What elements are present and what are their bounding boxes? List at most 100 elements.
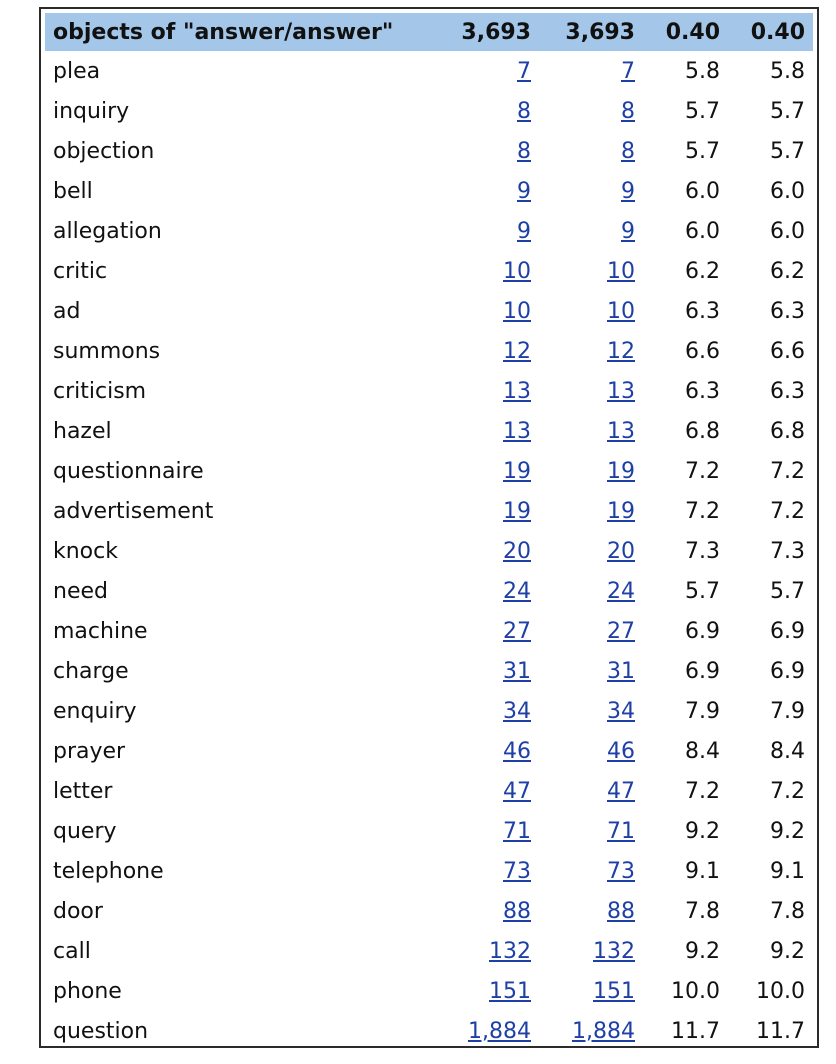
row-count-cell-1: 19 bbox=[435, 451, 539, 491]
row-count-cell-1: 24 bbox=[435, 571, 539, 611]
row-score-2: 6.6 bbox=[770, 338, 805, 364]
row-count-cell-2: 1,884 bbox=[539, 1011, 643, 1051]
frequency-link-2[interactable]: 1,884 bbox=[572, 1018, 635, 1044]
frequency-link-2[interactable]: 8 bbox=[621, 138, 635, 164]
row-score-2: 6.9 bbox=[770, 618, 805, 644]
row-word: inquiry bbox=[53, 98, 130, 124]
frequency-link-2[interactable]: 7 bbox=[621, 58, 635, 84]
frequency-link-1[interactable]: 47 bbox=[503, 778, 531, 804]
row-score-1: 6.8 bbox=[685, 418, 720, 444]
frequency-link-1[interactable]: 31 bbox=[503, 658, 531, 684]
frequency-link-1[interactable]: 88 bbox=[503, 898, 531, 924]
row-count-cell-2: 19 bbox=[539, 491, 643, 531]
row-word: objection bbox=[53, 138, 155, 164]
frequency-link-2[interactable]: 24 bbox=[607, 578, 635, 604]
frequency-link-1[interactable]: 10 bbox=[503, 258, 531, 284]
frequency-link-2[interactable]: 88 bbox=[607, 898, 635, 924]
row-word: telephone bbox=[53, 858, 164, 884]
row-word: machine bbox=[53, 618, 148, 644]
row-count-cell-2: 8 bbox=[539, 91, 643, 131]
row-count-cell-1: 151 bbox=[435, 971, 539, 1011]
row-score-2: 5.7 bbox=[770, 98, 805, 124]
frequency-link-2[interactable]: 46 bbox=[607, 738, 635, 764]
frequency-link-1[interactable]: 8 bbox=[517, 98, 531, 124]
frequency-link-2[interactable]: 13 bbox=[607, 418, 635, 444]
row-count-cell-2: 34 bbox=[539, 691, 643, 731]
frequency-link-2[interactable]: 151 bbox=[593, 978, 635, 1004]
row-count-cell-1: 71 bbox=[435, 811, 539, 851]
table-row: call 132 132 9.2 9.2 bbox=[45, 931, 813, 971]
frequency-link-2[interactable]: 19 bbox=[607, 458, 635, 484]
row-score-1: 7.9 bbox=[685, 698, 720, 724]
frequency-link-1[interactable]: 1,884 bbox=[468, 1018, 531, 1044]
frequency-link-2[interactable]: 71 bbox=[607, 818, 635, 844]
row-score-2: 5.8 bbox=[770, 58, 805, 84]
frequency-link-1[interactable]: 19 bbox=[503, 458, 531, 484]
frequency-link-1[interactable]: 24 bbox=[503, 578, 531, 604]
frequency-link-1[interactable]: 27 bbox=[503, 618, 531, 644]
row-count-cell-2: 88 bbox=[539, 891, 643, 931]
row-score-1: 6.3 bbox=[685, 378, 720, 404]
frequency-link-1[interactable]: 7 bbox=[517, 58, 531, 84]
frequency-link-2[interactable]: 8 bbox=[621, 98, 635, 124]
table-row: question 1,884 1,884 11.7 11.7 bbox=[45, 1011, 813, 1051]
header-score-2: 0.40 bbox=[728, 13, 813, 51]
row-score-1: 7.3 bbox=[685, 538, 720, 564]
table-header-row: objects of "answer/answer" 3,693 3,693 0… bbox=[45, 13, 813, 51]
frequency-link-1[interactable]: 71 bbox=[503, 818, 531, 844]
frequency-link-1[interactable]: 151 bbox=[489, 978, 531, 1004]
frequency-link-2[interactable]: 27 bbox=[607, 618, 635, 644]
row-score-1: 6.9 bbox=[685, 658, 720, 684]
table-row: inquiry 8 8 5.7 5.7 bbox=[45, 91, 813, 131]
frequency-link-1[interactable]: 9 bbox=[517, 178, 531, 204]
table-row: need 24 24 5.7 5.7 bbox=[45, 571, 813, 611]
row-count-cell-2: 10 bbox=[539, 251, 643, 291]
frequency-link-2[interactable]: 34 bbox=[607, 698, 635, 724]
table-row: ad 10 10 6.3 6.3 bbox=[45, 291, 813, 331]
frequency-link-2[interactable]: 9 bbox=[621, 178, 635, 204]
frequency-link-1[interactable]: 73 bbox=[503, 858, 531, 884]
frequency-link-2[interactable]: 12 bbox=[607, 338, 635, 364]
table-row: criticism 13 13 6.3 6.3 bbox=[45, 371, 813, 411]
frequency-link-2[interactable]: 10 bbox=[607, 298, 635, 324]
row-score-1: 6.2 bbox=[685, 258, 720, 284]
frequency-link-1[interactable]: 20 bbox=[503, 538, 531, 564]
table-row: prayer 46 46 8.4 8.4 bbox=[45, 731, 813, 771]
row-count-cell-2: 20 bbox=[539, 531, 643, 571]
frequency-link-2[interactable]: 9 bbox=[621, 218, 635, 244]
row-count-cell-1: 10 bbox=[435, 251, 539, 291]
row-score-1: 9.2 bbox=[685, 938, 720, 964]
frequency-link-2[interactable]: 132 bbox=[593, 938, 635, 964]
frequency-link-1[interactable]: 8 bbox=[517, 138, 531, 164]
row-score-1: 9.1 bbox=[685, 858, 720, 884]
row-count-cell-2: 12 bbox=[539, 331, 643, 371]
row-word: phone bbox=[53, 978, 122, 1004]
row-score-1: 7.2 bbox=[685, 498, 720, 524]
frequency-link-1[interactable]: 46 bbox=[503, 738, 531, 764]
frequency-link-1[interactable]: 19 bbox=[503, 498, 531, 524]
row-score-1: 6.3 bbox=[685, 298, 720, 324]
row-score-2: 5.7 bbox=[770, 138, 805, 164]
frequency-link-2[interactable]: 20 bbox=[607, 538, 635, 564]
row-count-cell-1: 88 bbox=[435, 891, 539, 931]
frequency-link-2[interactable]: 13 bbox=[607, 378, 635, 404]
frequency-link-1[interactable]: 132 bbox=[489, 938, 531, 964]
row-score-2: 7.2 bbox=[770, 458, 805, 484]
frequency-link-2[interactable]: 73 bbox=[607, 858, 635, 884]
frequency-link-2[interactable]: 19 bbox=[607, 498, 635, 524]
frequency-link-2[interactable]: 47 bbox=[607, 778, 635, 804]
row-word: summons bbox=[53, 338, 161, 364]
frequency-link-1[interactable]: 34 bbox=[503, 698, 531, 724]
row-count-cell-1: 13 bbox=[435, 411, 539, 451]
frequency-link-2[interactable]: 10 bbox=[607, 258, 635, 284]
frequency-link-1[interactable]: 9 bbox=[517, 218, 531, 244]
row-count-cell-1: 34 bbox=[435, 691, 539, 731]
frequency-link-1[interactable]: 10 bbox=[503, 298, 531, 324]
row-score-1: 6.0 bbox=[685, 218, 720, 244]
table-row: questionnaire 19 19 7.2 7.2 bbox=[45, 451, 813, 491]
frequency-link-2[interactable]: 31 bbox=[607, 658, 635, 684]
frequency-link-1[interactable]: 13 bbox=[503, 418, 531, 444]
header-label: objects of "answer/answer" bbox=[45, 13, 435, 51]
frequency-link-1[interactable]: 13 bbox=[503, 378, 531, 404]
frequency-link-1[interactable]: 12 bbox=[503, 338, 531, 364]
